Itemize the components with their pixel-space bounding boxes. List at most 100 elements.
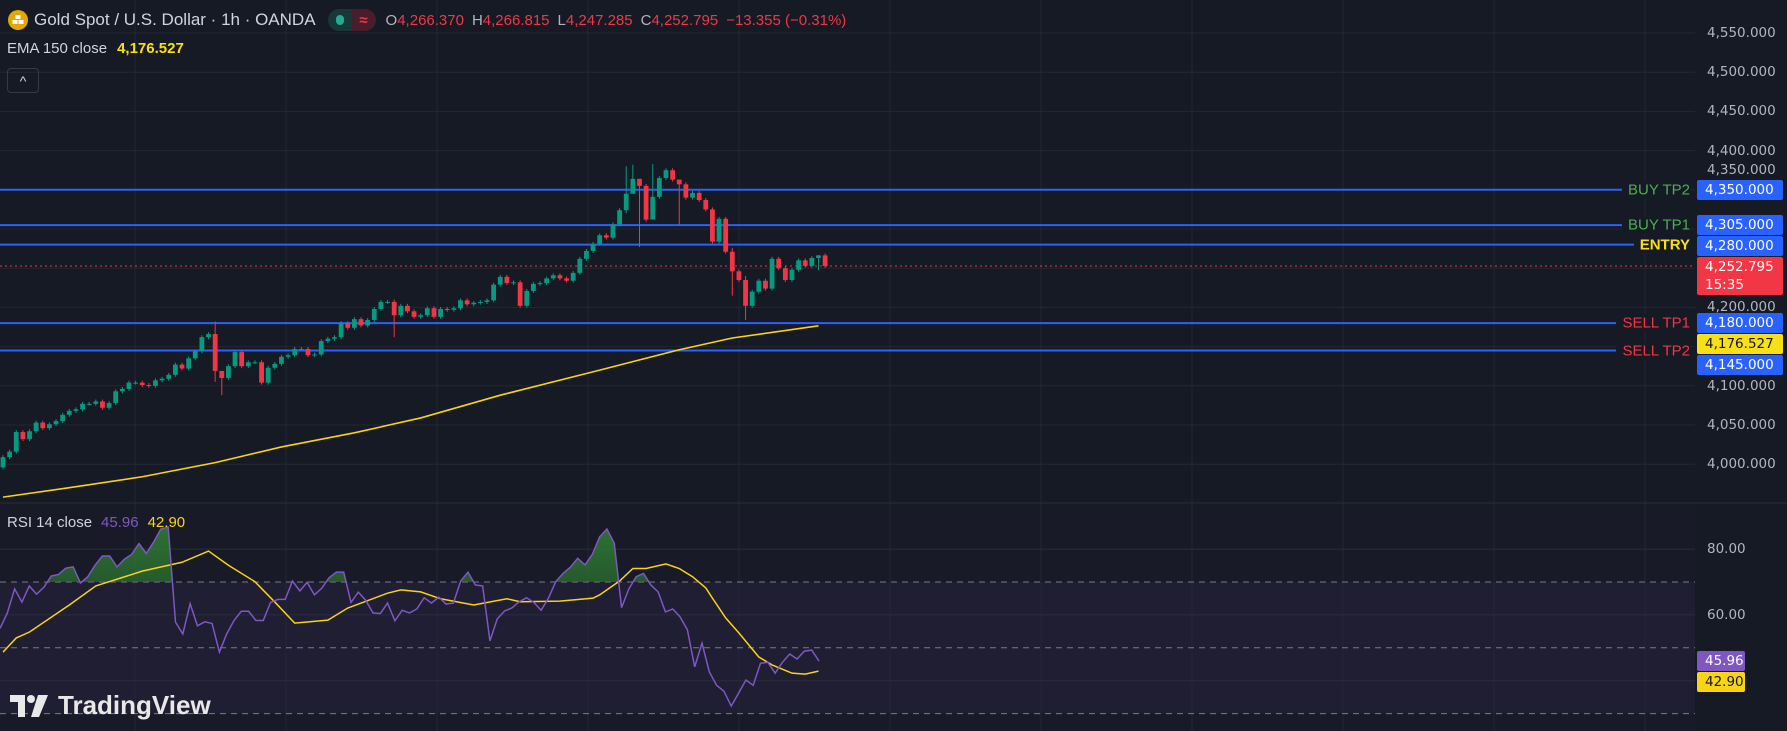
candle-up (756, 280, 762, 292)
candle-up (325, 338, 331, 342)
candle-up (206, 334, 211, 338)
candle-down (637, 178, 642, 186)
collapse-legend-button[interactable]: ^ (7, 68, 39, 93)
tradingview-watermark: TradingView (10, 690, 211, 721)
candle-up (789, 269, 795, 280)
candle-up (265, 367, 271, 383)
ema-line (2, 325, 819, 498)
level-label-entry: ENTRY (1633, 236, 1690, 254)
level-label-buy-tp1: BUY TP1 (1622, 216, 1690, 234)
candle-up (159, 378, 165, 381)
ema-legend[interactable]: EMA 150 close 4,176.527 (7, 40, 184, 57)
level-price-box[interactable]: 4,145.000 (1697, 355, 1783, 376)
candle-up (749, 291, 755, 306)
level-label-buy-tp2: BUY TP2 (1622, 181, 1690, 199)
chevron-up-icon: ^ (19, 72, 27, 89)
candle-up (484, 300, 490, 302)
candle-up (298, 348, 304, 350)
rsi-overbought-fill (0, 527, 819, 582)
price-text: 4,280.000 (1705, 238, 1774, 255)
rsi-tick-label: 80.00 (1707, 541, 1746, 558)
ema-price-box[interactable]: 4,176.527 (1697, 334, 1783, 355)
price-text: 4,350.000 (1705, 181, 1774, 198)
rsi-value-box[interactable]: 45.96 (1697, 651, 1745, 672)
price-tick-label: 4,000.000 (1707, 456, 1776, 473)
candle-up (584, 250, 589, 259)
candle-up (617, 210, 622, 225)
candle-down (676, 179, 682, 185)
candle-down (259, 362, 264, 383)
candle-up (544, 278, 550, 284)
level-label-sell-tp1: SELL TP1 (1616, 314, 1690, 332)
gold-bars-icon (8, 10, 28, 30)
candle-down (736, 271, 742, 280)
candle-up (226, 366, 231, 378)
candle-up (570, 272, 576, 281)
candle-up (371, 308, 377, 320)
candle-up (0, 457, 6, 468)
candle-up (610, 224, 616, 238)
ohlc-close: C4,252.795 (640, 11, 719, 29)
candle-up (73, 409, 79, 411)
candle-up (119, 388, 125, 392)
candle-up (577, 258, 583, 273)
candle-up (285, 355, 291, 357)
candle-up (13, 432, 19, 452)
price-tick-label: 4,050.000 (1707, 417, 1776, 433)
candle-up (471, 302, 477, 305)
candle-up (438, 308, 443, 317)
last-price-box[interactable]: 4,252.795 15:35 (1697, 257, 1783, 296)
candle-up (279, 356, 284, 364)
candle-down (345, 323, 351, 328)
level-price-box[interactable]: 4,350.000 (1697, 179, 1783, 200)
candle-up (312, 354, 318, 356)
rsi-ma-line (2, 550, 819, 675)
ohlc-low: L4,247.285 (557, 11, 633, 29)
candle-down (696, 192, 702, 200)
candle-down (802, 260, 808, 266)
candle-down (358, 319, 364, 326)
candle-up (497, 276, 503, 285)
candle-down (391, 301, 397, 316)
status-pill[interactable]: ≈ (327, 9, 376, 31)
candle-down (743, 279, 748, 306)
candle-down (643, 185, 649, 220)
rsi-line (0, 526, 820, 708)
ohlc-high: H4,266.815 (471, 11, 550, 29)
tradingview-logo-icon (10, 694, 48, 717)
candle-down (411, 311, 417, 317)
candle-up (351, 319, 357, 328)
candle-up (318, 341, 324, 355)
candle-up (27, 431, 32, 440)
candle-up (186, 358, 192, 369)
candle-up (86, 403, 92, 405)
candle-up (524, 290, 530, 306)
level-price-box[interactable]: 4,180.000 (1697, 313, 1783, 334)
ema-legend-label: EMA 150 close (7, 40, 108, 57)
candle-down (305, 348, 311, 356)
price-tick-label: 4,100.000 (1707, 377, 1776, 394)
symbol-title[interactable]: Gold Spot / U.S. Dollar · 1h · OANDA (34, 10, 316, 29)
candle-down (444, 308, 450, 310)
rsi-legend-label: RSI 14 close (7, 514, 93, 531)
rsi-ma-legend-value: 42.90 (147, 514, 186, 531)
candle-up (172, 364, 178, 375)
candle-up (809, 258, 815, 266)
candle-up (385, 301, 390, 303)
rsi-ma-value-box[interactable]: 42.90 (1697, 672, 1745, 693)
candle-up (398, 305, 404, 316)
candle-down (464, 300, 470, 305)
candle-down (219, 370, 225, 378)
candle-down (557, 275, 563, 279)
level-price-box[interactable]: 4,280.000 (1697, 236, 1783, 257)
candle-down (729, 251, 735, 272)
candle-up (796, 260, 801, 270)
rsi-legend[interactable]: RSI 14 close 45.96 42.90 (7, 514, 185, 531)
candle-up (192, 351, 198, 359)
candle-down (776, 258, 782, 269)
candle-up (378, 301, 384, 309)
candle-up (816, 255, 821, 259)
rsi-legend-value: 45.96 (101, 514, 139, 531)
level-price-box[interactable]: 4,305.000 (1697, 215, 1783, 236)
